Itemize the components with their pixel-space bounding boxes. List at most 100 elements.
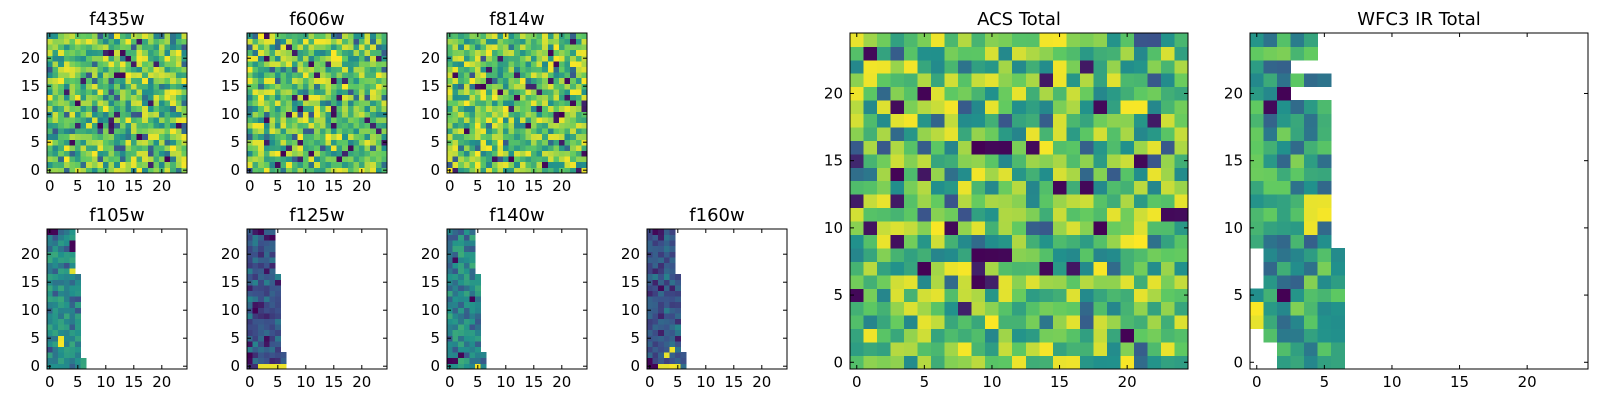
heatmap-cell bbox=[675, 285, 681, 291]
heatmap-cell bbox=[331, 139, 337, 146]
heatmap-cell bbox=[559, 105, 565, 112]
x-tick-label: 20 bbox=[152, 177, 171, 195]
heatmap-cell bbox=[325, 139, 332, 146]
heatmap-cell bbox=[519, 139, 526, 146]
heatmap-cell bbox=[508, 94, 515, 101]
heatmap-cell bbox=[863, 261, 878, 276]
heatmap-cell bbox=[286, 105, 293, 112]
heatmap-cell bbox=[958, 248, 973, 262]
x-tick-label: 15 bbox=[124, 373, 143, 391]
heatmap-cell bbox=[985, 113, 1000, 128]
heatmap-cell bbox=[303, 72, 309, 79]
heatmap-cell bbox=[447, 346, 453, 353]
heatmap-cell bbox=[944, 288, 959, 303]
heatmap-cell bbox=[447, 128, 453, 135]
heatmap-cell bbox=[1093, 207, 1108, 222]
heatmap-cell bbox=[475, 128, 481, 135]
heatmap-cell bbox=[1250, 167, 1264, 182]
heatmap-cell bbox=[52, 66, 59, 73]
heatmap-cell bbox=[531, 156, 537, 163]
y-tick-label: 15 bbox=[21, 273, 40, 291]
heatmap-cell bbox=[553, 167, 560, 174]
heatmap-cell bbox=[69, 66, 76, 73]
heatmap-cell bbox=[47, 117, 53, 123]
heatmap-cell bbox=[575, 94, 582, 101]
heatmap-cell bbox=[381, 105, 388, 112]
heatmap-cell bbox=[525, 145, 532, 151]
heatmap-cell bbox=[58, 262, 65, 269]
heatmap-cell bbox=[536, 133, 543, 140]
heatmap-cell bbox=[985, 167, 1000, 182]
heatmap-cell bbox=[581, 117, 588, 123]
heatmap-cell bbox=[125, 156, 132, 163]
axes-frame bbox=[446, 228, 588, 370]
heatmap-cell bbox=[904, 207, 918, 222]
heatmap-cell bbox=[1290, 234, 1305, 249]
heatmap-cell bbox=[131, 61, 137, 67]
heatmap-cell bbox=[458, 117, 465, 123]
heatmap-cell bbox=[153, 133, 160, 140]
heatmap-cell bbox=[985, 86, 1000, 101]
heatmap-cell bbox=[1160, 207, 1175, 222]
heatmap-cell bbox=[175, 94, 182, 101]
heatmap-cell bbox=[452, 55, 459, 62]
heatmap-cell bbox=[263, 117, 270, 123]
heatmap-cell bbox=[475, 83, 481, 90]
heatmap-cell bbox=[80, 49, 87, 56]
heatmap-cell bbox=[263, 83, 270, 90]
heatmap-cell bbox=[1052, 342, 1067, 356]
heatmap-cell bbox=[263, 307, 270, 314]
heatmap-cell bbox=[463, 133, 470, 140]
heatmap-cell bbox=[559, 44, 565, 51]
y-tick-label: 0 bbox=[230, 357, 240, 375]
heatmap-cell bbox=[508, 49, 515, 56]
heatmap-cell bbox=[370, 89, 377, 95]
heatmap-cell bbox=[877, 194, 891, 209]
heatmap-cell bbox=[86, 133, 93, 140]
heatmap-cell bbox=[1052, 180, 1067, 195]
heatmap-cell bbox=[1079, 355, 1094, 370]
heatmap-cell bbox=[663, 296, 670, 303]
heatmap-cell bbox=[1052, 140, 1067, 155]
heatmap-cell bbox=[863, 248, 878, 262]
heatmap-cell bbox=[581, 128, 588, 135]
heatmap-cell bbox=[353, 89, 360, 95]
heatmap-cell bbox=[58, 150, 65, 157]
heatmap-cell bbox=[663, 352, 670, 359]
heatmap-cell bbox=[269, 318, 276, 325]
heatmap-cell bbox=[69, 262, 76, 269]
heatmap-cell bbox=[52, 262, 59, 269]
heatmap-cell bbox=[69, 313, 76, 319]
heatmap-cell bbox=[325, 72, 332, 79]
heatmap-cell bbox=[931, 315, 946, 330]
heatmap-cell bbox=[652, 251, 659, 258]
y-tick-label: 15 bbox=[221, 273, 240, 291]
y-tick-label: 20 bbox=[621, 245, 640, 263]
heatmap-cell bbox=[458, 167, 465, 174]
heatmap-cell bbox=[669, 251, 676, 258]
heatmap-cell bbox=[286, 49, 293, 56]
heatmap-cell bbox=[359, 156, 365, 163]
heatmap-cell bbox=[170, 133, 177, 140]
heatmap-cell bbox=[1304, 301, 1318, 316]
heatmap-cell bbox=[181, 49, 188, 56]
heatmap-cell bbox=[1263, 140, 1278, 155]
heatmap-cell bbox=[275, 357, 281, 364]
heatmap-cell bbox=[475, 290, 481, 297]
heatmap-cell bbox=[119, 44, 126, 51]
heatmap-cell bbox=[375, 167, 382, 174]
heatmap-cell bbox=[269, 352, 276, 359]
heatmap-cell bbox=[652, 341, 659, 347]
heatmap-cell bbox=[86, 145, 93, 151]
heatmap-cell bbox=[153, 83, 160, 90]
heatmap-cell bbox=[663, 341, 670, 347]
heatmap-cell bbox=[1012, 221, 1027, 235]
heatmap-cell bbox=[1052, 288, 1067, 303]
heatmap-cell bbox=[381, 94, 388, 101]
heatmap-cell bbox=[559, 83, 565, 90]
heatmap-cell bbox=[258, 111, 265, 118]
heatmap-cell bbox=[164, 44, 171, 51]
heatmap-cell bbox=[1290, 355, 1305, 370]
heatmap-cell bbox=[280, 161, 287, 168]
